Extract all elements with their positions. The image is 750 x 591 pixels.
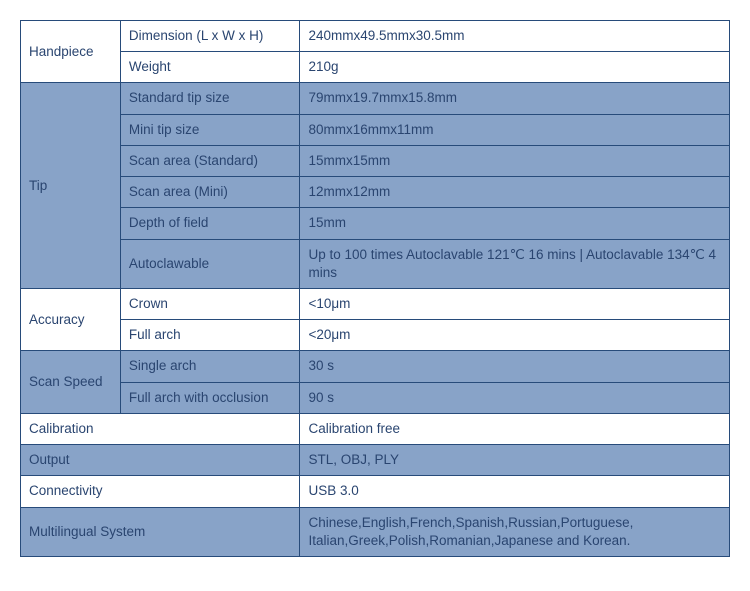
table-row: Multilingual System Chinese,English,Fren… bbox=[21, 507, 730, 556]
attr-label: Scan area (Mini) bbox=[120, 177, 300, 208]
attr-value: <10μm bbox=[300, 288, 730, 319]
attr-label: Full arch with occlusion bbox=[120, 382, 300, 413]
attr-value: 12mmx12mm bbox=[300, 177, 730, 208]
attr-value: 15mm bbox=[300, 208, 730, 239]
table-row: Full arch with occlusion 90 s bbox=[21, 382, 730, 413]
attr-value: 30 s bbox=[300, 351, 730, 382]
category-tip: Tip bbox=[21, 83, 121, 289]
table-row: Autoclawable Up to 100 times Autoclavabl… bbox=[21, 239, 730, 288]
table-row: Full arch <20μm bbox=[21, 320, 730, 351]
category-connectivity: Connectivity bbox=[21, 476, 300, 507]
attr-value: Up to 100 times Autoclavable 121℃ 16 min… bbox=[300, 239, 730, 288]
table-row: Weight 210g bbox=[21, 52, 730, 83]
attr-label: Depth of field bbox=[120, 208, 300, 239]
attr-label: Crown bbox=[120, 288, 300, 319]
attr-label: Dimension (L x W x H) bbox=[120, 21, 300, 52]
attr-value: 79mmx19.7mmx15.8mm bbox=[300, 83, 730, 114]
attr-value: <20μm bbox=[300, 320, 730, 351]
table-row: Output STL, OBJ, PLY bbox=[21, 445, 730, 476]
table-row: Accuracy Crown <10μm bbox=[21, 288, 730, 319]
attr-label: Autoclawable bbox=[120, 239, 300, 288]
attr-value: 240mmx49.5mmx30.5mm bbox=[300, 21, 730, 52]
attr-value: Chinese,English,French,Spanish,Russian,P… bbox=[300, 507, 730, 556]
category-output: Output bbox=[21, 445, 300, 476]
spec-table: Handpiece Dimension (L x W x H) 240mmx49… bbox=[20, 20, 730, 557]
attr-value: 15mmx15mm bbox=[300, 145, 730, 176]
attr-label: Single arch bbox=[120, 351, 300, 382]
table-row: Scan Speed Single arch 30 s bbox=[21, 351, 730, 382]
attr-value: 90 s bbox=[300, 382, 730, 413]
attr-value: Calibration free bbox=[300, 413, 730, 444]
attr-value: USB 3.0 bbox=[300, 476, 730, 507]
table-row: Scan area (Mini) 12mmx12mm bbox=[21, 177, 730, 208]
attr-value: 210g bbox=[300, 52, 730, 83]
attr-value: STL, OBJ, PLY bbox=[300, 445, 730, 476]
table-row: Mini tip size 80mmx16mmx11mm bbox=[21, 114, 730, 145]
category-handpiece: Handpiece bbox=[21, 21, 121, 83]
table-row: Calibration Calibration free bbox=[21, 413, 730, 444]
table-row: Connectivity USB 3.0 bbox=[21, 476, 730, 507]
table-row: Depth of field 15mm bbox=[21, 208, 730, 239]
attr-label: Scan area (Standard) bbox=[120, 145, 300, 176]
table-row: Scan area (Standard) 15mmx15mm bbox=[21, 145, 730, 176]
table-row: Handpiece Dimension (L x W x H) 240mmx49… bbox=[21, 21, 730, 52]
attr-label: Full arch bbox=[120, 320, 300, 351]
table-row: Tip Standard tip size 79mmx19.7mmx15.8mm bbox=[21, 83, 730, 114]
category-multilingual: Multilingual System bbox=[21, 507, 300, 556]
attr-value: 80mmx16mmx11mm bbox=[300, 114, 730, 145]
category-calibration: Calibration bbox=[21, 413, 300, 444]
attr-label: Mini tip size bbox=[120, 114, 300, 145]
attr-label: Standard tip size bbox=[120, 83, 300, 114]
category-scanspeed: Scan Speed bbox=[21, 351, 121, 413]
attr-label: Weight bbox=[120, 52, 300, 83]
category-accuracy: Accuracy bbox=[21, 288, 121, 350]
